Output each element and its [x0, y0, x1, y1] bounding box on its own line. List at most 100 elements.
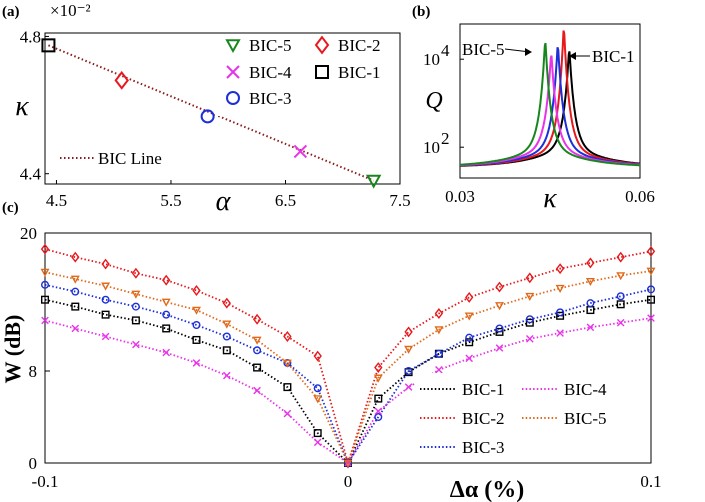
panel-b-ytick-exponent: 4: [441, 41, 450, 60]
w-point-bic-4-stroke-2: [556, 329, 564, 337]
w-point-bic-3: [253, 346, 262, 355]
panel-b-ytick-label: 10: [423, 138, 440, 157]
w-point-bic-4-stroke-2: [223, 371, 231, 380]
legend-label-bic-2: BIC-2: [338, 36, 381, 55]
w-point-bic-2: [222, 297, 231, 309]
w-point-bic-3: [556, 308, 565, 317]
annotation-bic-5-arrowhead: [525, 48, 532, 56]
w-point-bic-3: [41, 280, 50, 289]
w-point-bic-3: [647, 285, 656, 294]
w-point-bic-5: [434, 326, 444, 335]
w-point-bic-4-stroke-2: [465, 354, 473, 363]
w-point-bic-3: [374, 413, 383, 422]
w-point-bic-4: [465, 354, 473, 363]
w-point-bic-3: [616, 292, 625, 301]
panel-a-ylabel: κ: [15, 91, 29, 122]
w-point-bic-4: [283, 409, 292, 418]
w-point-bic-3: [404, 367, 413, 376]
panel-b-xtick-label: 0.06: [625, 187, 655, 206]
w-point-bic-2: [313, 350, 322, 362]
w-point-bic-4: [586, 323, 595, 332]
w-point-bic-5: [282, 359, 292, 368]
w-point-bic-4: [495, 344, 504, 352]
w-point-bic-3: [71, 287, 80, 296]
w-point-bic-4-stroke-2: [526, 335, 534, 343]
w-point-bic-3: [162, 310, 171, 319]
panel-b-ylabel: Q: [425, 88, 442, 114]
w-point-bic-2: [40, 243, 50, 255]
w-point-bic-3: [586, 299, 595, 308]
point-bic-3: [200, 109, 215, 124]
panel-c-ylabel: W (dB): [0, 315, 25, 384]
legend-label-bic-5: BIC-5: [249, 36, 292, 55]
w-point-bic-5: [40, 268, 50, 277]
panel-b-ytick-exponent: 2: [441, 129, 450, 148]
w-point-bic-4: [71, 324, 80, 333]
w-point-bic-5: [616, 272, 626, 281]
panel-label-a: (a): [2, 4, 20, 20]
panel-b-xtick-label: 0.03: [445, 187, 475, 206]
annotation-bic-5: BIC-5: [462, 40, 505, 59]
w-point-bic-2: [404, 326, 413, 338]
w-point-bic-4: [313, 438, 322, 447]
w-point-bic-2: [374, 362, 383, 373]
w-point-bic-2: [101, 258, 110, 270]
point-bic-1: [41, 38, 56, 53]
w-point-bic-4-stroke-2: [313, 438, 322, 447]
w-point-bic-4-stroke-2: [404, 383, 413, 391]
w-point-bic-5: [555, 284, 565, 293]
point-bic-4: [293, 144, 308, 159]
w-point-bic-1: [192, 335, 201, 344]
w-point-bic-5: [585, 277, 595, 287]
w-point-bic-2: [162, 274, 171, 286]
w-point-bic-4-stroke-2: [495, 344, 504, 352]
panel-c-ytick-label: 8: [29, 362, 38, 381]
w-point-bic-2: [646, 245, 656, 257]
w-point-bic-2: [616, 251, 625, 263]
w-point-bic-5: [70, 275, 80, 284]
w-point-bic-1: [556, 311, 565, 320]
w-point-bic-4: [647, 314, 655, 322]
w-point-bic-2: [252, 313, 262, 325]
w-line-bic-1: [44, 298, 652, 465]
point-bic-5: [365, 174, 382, 189]
legend-bic-line-label: BIC Line: [98, 149, 162, 168]
w-point-bic-1: [41, 295, 50, 304]
w-point-bic-1: [616, 300, 625, 309]
legend-marker-bic-4: [226, 65, 240, 79]
w-point-bic-5: [343, 459, 353, 468]
panel-a-xlabel: α: [216, 186, 232, 217]
w-point-bic-3: [131, 302, 140, 311]
w-point-bic-4: [101, 332, 110, 341]
w-point-bic-1: [131, 316, 140, 325]
panel-a: (a) ×10⁻² α κ 4.5 5.5 6.5 7.54.44.8 BIC-5 BI…: [2, 1, 411, 217]
w-point-bic-5: [192, 306, 201, 315]
w-point-bic-4: [192, 359, 201, 367]
w-point-bic-3: [495, 324, 504, 333]
w-point-bic-5: [495, 302, 504, 311]
annotation-bic-1: BIC-1: [592, 47, 635, 66]
w-point-bic-4-stroke-2: [374, 407, 383, 416]
panel-c-ytick-label: 0: [29, 454, 38, 473]
w-point-bic-5: [252, 336, 262, 345]
w-point-bic-2: [525, 272, 534, 284]
w-point-bic-5: [646, 267, 656, 276]
w-point-bic-4: [526, 335, 534, 343]
w-point-bic-1: [525, 318, 534, 327]
w-line-bic-3: [44, 283, 652, 465]
w-point-bic-4: [41, 316, 49, 325]
w-point-bic-4: [616, 318, 625, 327]
w-point-bic-3: [525, 315, 534, 324]
w-point-bic-5: [313, 395, 323, 404]
w-point-bic-5: [222, 320, 232, 329]
legend-label-bic-1: BIC-1: [338, 63, 381, 82]
w-point-bic-3: [101, 295, 110, 304]
w-point-bic-1: [71, 302, 80, 311]
panel-b-axes-box: [459, 23, 641, 179]
w-point-bic-1: [283, 383, 292, 392]
w-point-bic-3: [192, 321, 201, 330]
w-point-bic-5: [161, 298, 171, 307]
w-point-bic-2: [495, 281, 504, 293]
